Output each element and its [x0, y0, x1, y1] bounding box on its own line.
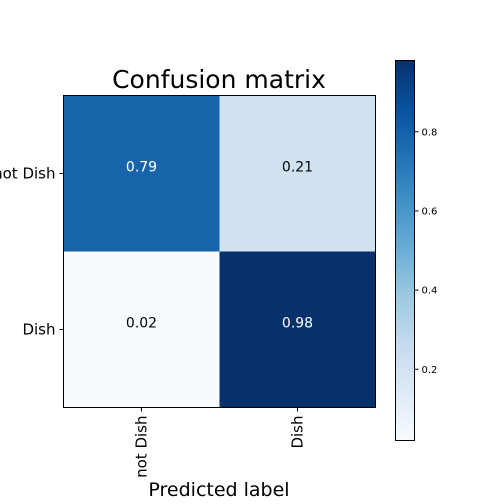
- heatmap-cell: [219, 95, 376, 252]
- cell-value-label: 0.79: [126, 160, 157, 176]
- colorbar-tick-label: 0.2: [422, 365, 438, 376]
- heatmap-cell: [63, 95, 220, 252]
- y-tick-label: Dish: [22, 321, 55, 339]
- heatmap-cell: [219, 251, 376, 408]
- x-tick-labels: not Dish Dish: [133, 407, 307, 478]
- cell-value-label: 0.98: [282, 316, 313, 332]
- colorbar-tick-label: 0.8: [422, 127, 438, 138]
- plot-frame: [63, 95, 376, 408]
- colorbar-tick-label: 0.6: [422, 206, 438, 217]
- cell-value-label: 0.21: [282, 160, 313, 176]
- y-tick-label: not Dish: [0, 165, 56, 183]
- heatmap-cell: [63, 251, 220, 408]
- colorbar-ticks: 0.2 0.4 0.6 0.8: [414, 127, 438, 376]
- colorbar: [395, 60, 415, 441]
- x-axis-label: Predicted label: [148, 479, 289, 501]
- colorbar-tick-label: 0.4: [422, 286, 438, 297]
- heatmap-cells: 0.79 0.21 0.02 0.98: [63, 95, 376, 408]
- y-tick-labels: not Dish Dish: [0, 165, 64, 339]
- x-tick-label: not Dish: [133, 416, 151, 478]
- x-tick-label: Dish: [289, 416, 307, 449]
- cell-value-label: 0.02: [126, 316, 157, 332]
- chart-title: Confusion matrix: [112, 65, 326, 94]
